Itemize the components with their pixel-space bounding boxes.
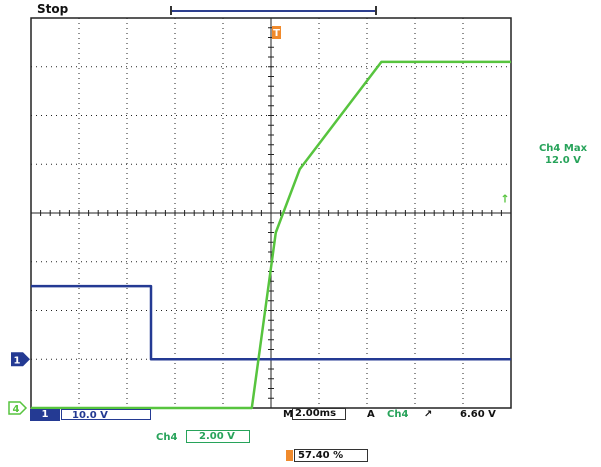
ch4-max-value: 12.0 V (545, 155, 581, 166)
record-length-bar[interactable] (170, 6, 377, 15)
timebase-readout[interactable]: 2.00ms (292, 408, 346, 420)
trigger-position-glyph: T (273, 28, 280, 39)
trigger-mode: A (367, 409, 375, 420)
ch4-ground-marker (8, 401, 28, 415)
trigger-level-marker: ↑ (500, 192, 509, 205)
ch1-ground-label: 1 (14, 355, 21, 366)
ch4-max-measurement: Ch4 Max 12.0 V (528, 143, 598, 167)
center-axis-ticks (30, 17, 512, 409)
horizontal-position-readout[interactable]: 57.40 % (294, 449, 368, 462)
ch4-label: Ch4 (156, 432, 178, 443)
ch1-scale-readout[interactable]: 10.0 V (61, 409, 151, 421)
ch4-scale-readout[interactable]: 2.00 V (186, 430, 250, 443)
horizontal-position-icon (286, 450, 293, 461)
ch1-ground-marker (11, 352, 30, 367)
trigger-level-readout[interactable]: 6.60 V (460, 409, 496, 420)
trigger-slope-icon[interactable]: ↗ (424, 409, 433, 420)
trace-ch4 (31, 60, 511, 410)
record-track (172, 10, 375, 12)
run-state-label: Stop (37, 2, 69, 16)
trigger-position-marker: T (272, 26, 281, 39)
trace-ch1 (31, 284, 511, 361)
ch1-badge[interactable]: 1 (30, 409, 60, 421)
ch4-max-label: Ch4 Max (538, 143, 588, 154)
trigger-source[interactable]: Ch4 (387, 409, 409, 420)
timebase-prefix: M (283, 409, 293, 420)
ch4-ground-label: 4 (13, 404, 20, 415)
trigger-position-box (272, 26, 281, 39)
